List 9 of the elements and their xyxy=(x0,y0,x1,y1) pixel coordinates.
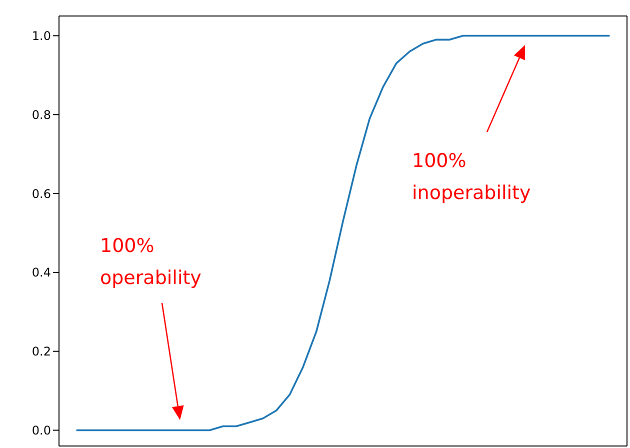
line-series xyxy=(75,34,611,432)
y-tick-label: 0.2 xyxy=(32,344,51,359)
y-tick-label: 0.0 xyxy=(32,423,51,438)
y-tick-label: 0.6 xyxy=(32,186,51,201)
y-tick-label: 1.0 xyxy=(32,28,51,43)
annotation: 100% operability xyxy=(100,234,202,291)
annotation: 100% inoperability xyxy=(412,149,531,206)
y-tick-label: 0.8 xyxy=(32,108,51,122)
y-tick-label: 0.4 xyxy=(32,266,51,280)
